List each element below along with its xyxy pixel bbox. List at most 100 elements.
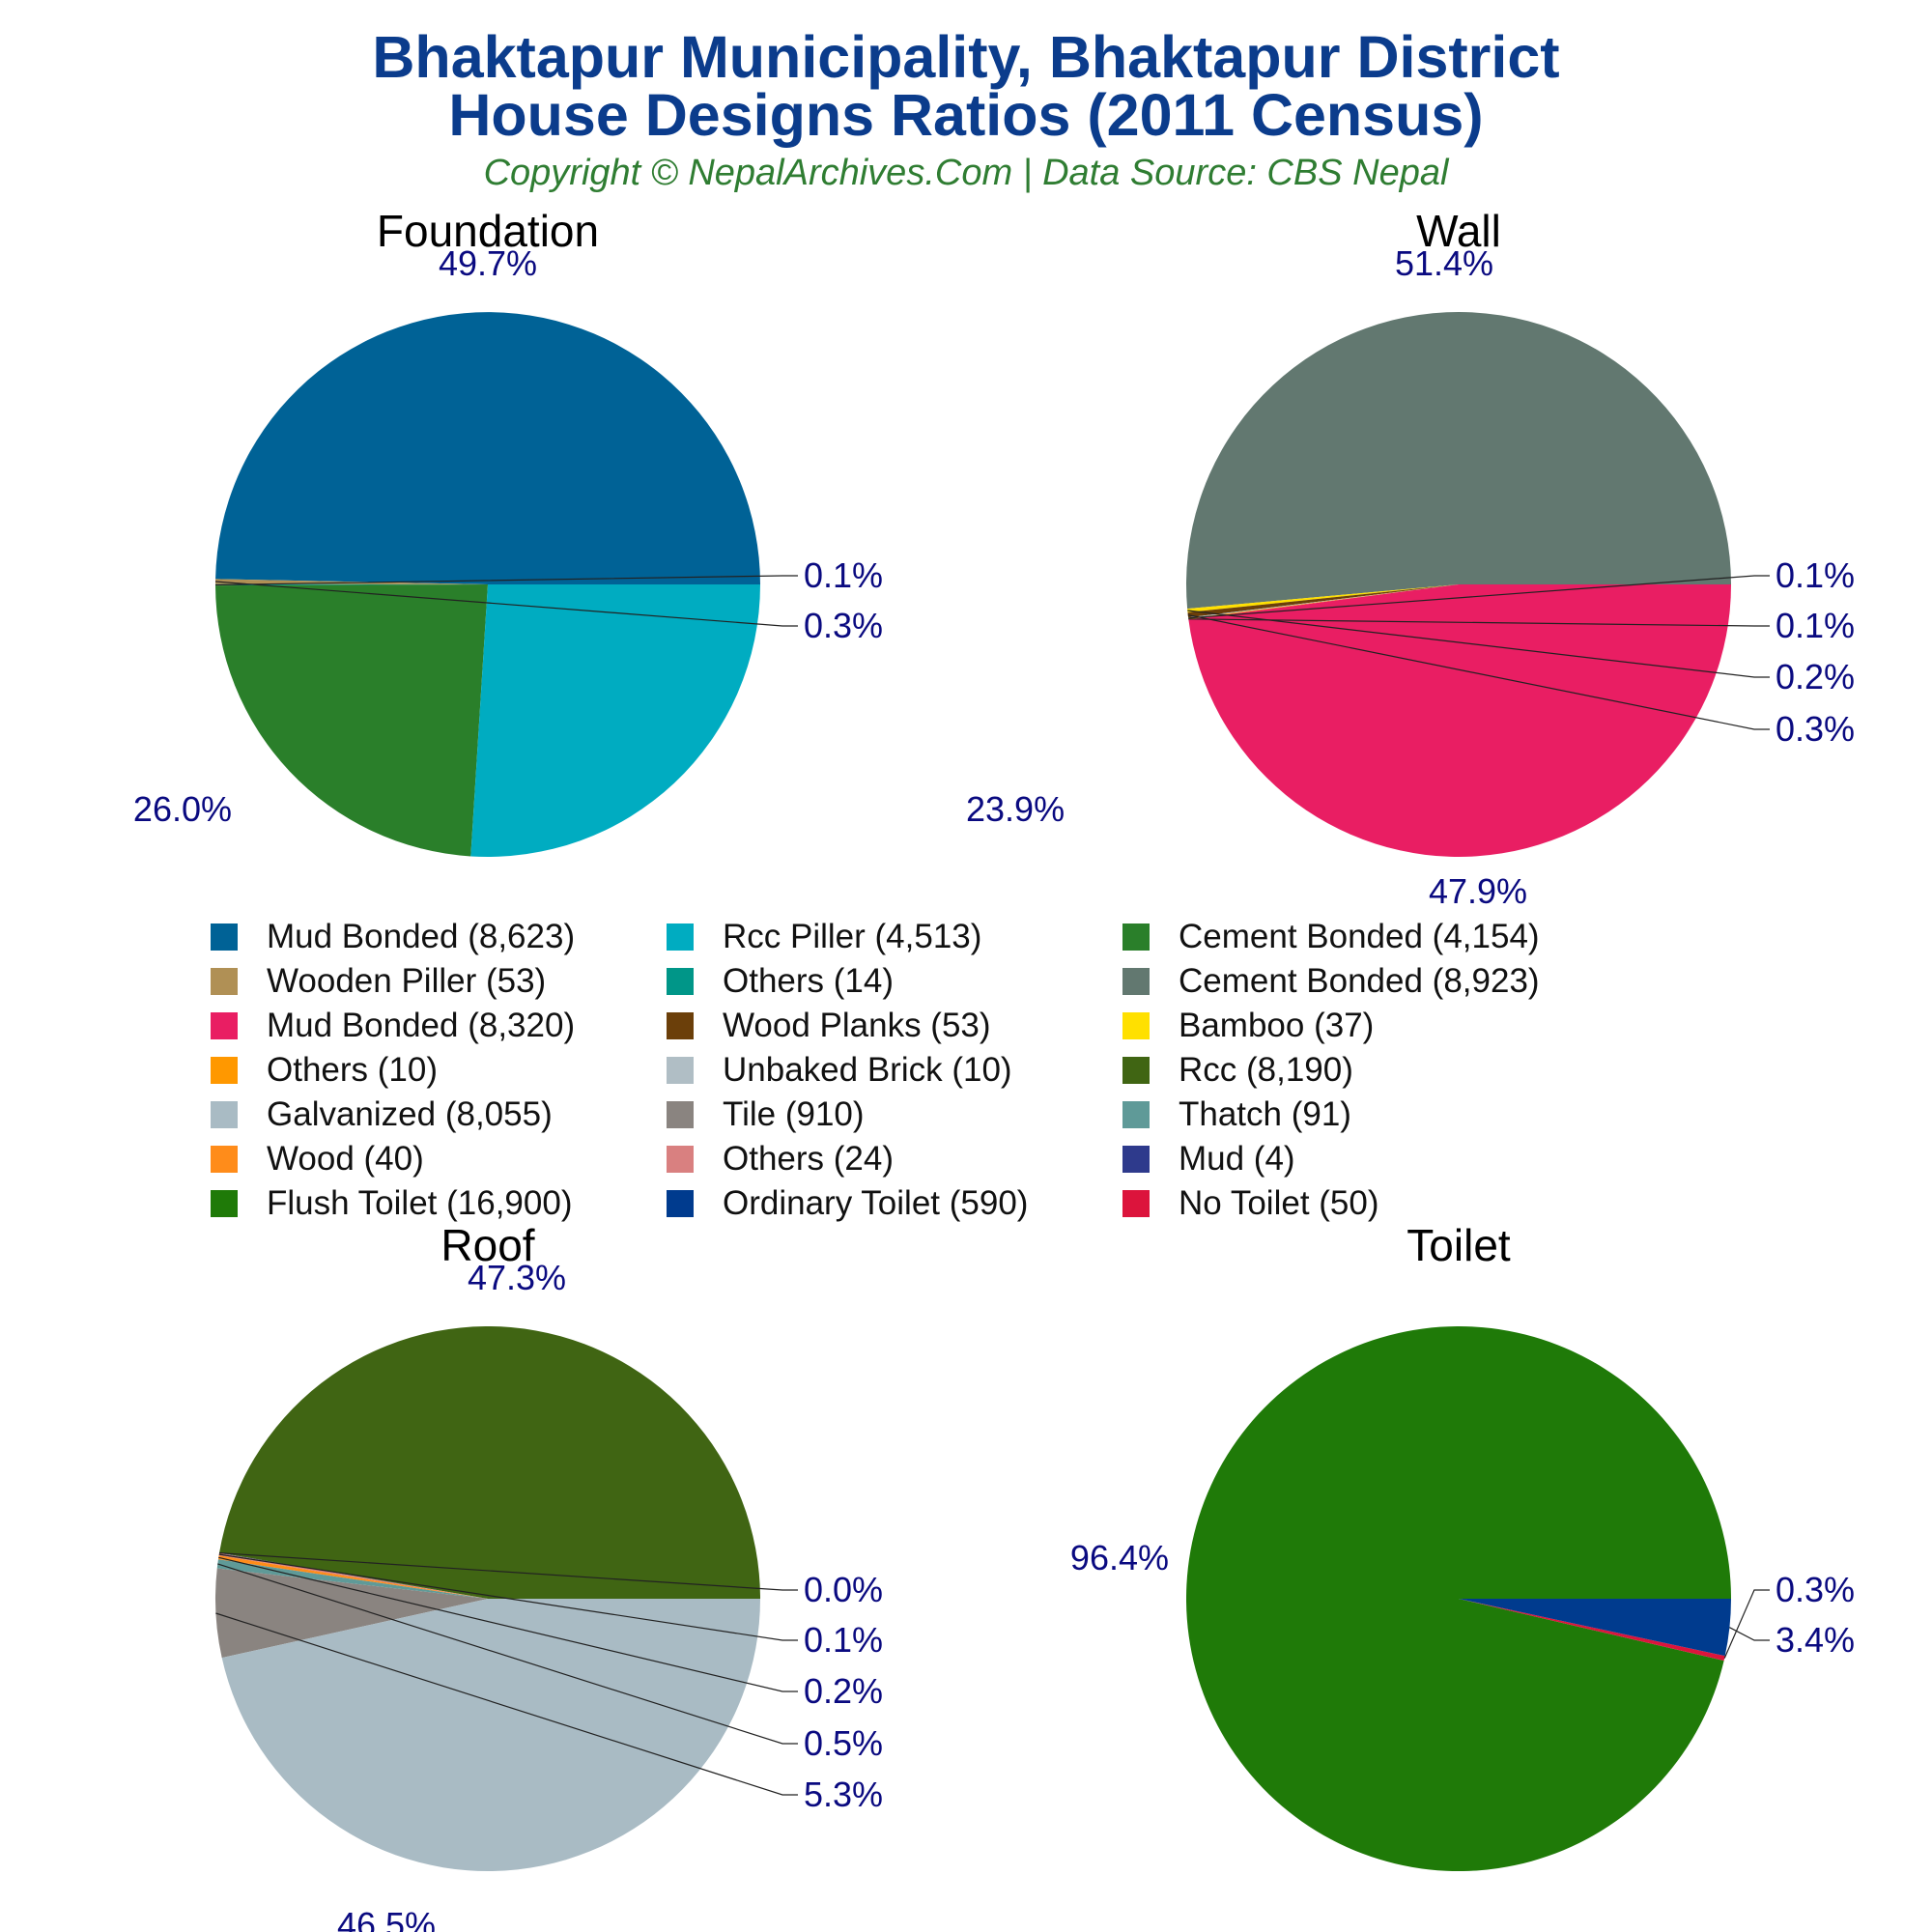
legend-label: Galvanized (8,055) [267, 1095, 553, 1133]
legend-item: Flush Toilet (16,900) [211, 1184, 572, 1223]
legend-label: Others (24) [723, 1140, 894, 1178]
slice-percent-label: 23.9% [966, 789, 1065, 829]
legend-item: Wooden Piller (53) [211, 962, 546, 1001]
slice-percent-label: 0.1% [804, 1620, 883, 1660]
pie-slice [1188, 584, 1459, 620]
slice-percent-label: 49.7% [439, 243, 537, 283]
legend-swatch [1122, 1057, 1150, 1084]
pie-slice [215, 584, 488, 857]
legend-swatch [667, 1146, 694, 1173]
leader-line [218, 1552, 798, 1591]
legend-swatch [667, 968, 694, 995]
leader-line [218, 1553, 798, 1641]
legend-item: Galvanized (8,055) [211, 1095, 553, 1134]
slice-percent-label: 0.5% [804, 1723, 883, 1763]
legend-item: No Toilet (50) [1122, 1184, 1379, 1223]
chart-subtitle: Copyright © NepalArchives.Com | Data Sou… [483, 153, 1449, 193]
leader-line [1187, 610, 1770, 678]
pie-slice [216, 1559, 488, 1599]
slice-percent-label: 0.1% [1776, 606, 1855, 645]
legend-item: Mud Bonded (8,320) [211, 1007, 575, 1045]
legend-swatch [667, 1190, 694, 1217]
pie-slice [215, 312, 760, 584]
slice-percent-label: 0.1% [1776, 555, 1855, 595]
legend-label: Unbaked Brick (10) [723, 1051, 1012, 1089]
legend-label: Flush Toilet (16,900) [267, 1184, 573, 1222]
slice-percent-label: 51.4% [1395, 243, 1493, 283]
pie-foundation: 49.7% 23.9% 26.0% 0.1% 0.3% Foundation [133, 206, 1065, 857]
pie-toilet: 96.4% 0.3% 3.4% Toilet [1070, 1220, 1855, 1871]
slice-percent-label: 0.2% [1776, 657, 1855, 696]
legend-swatch [211, 923, 238, 951]
legend-label: Cement Bonded (4,154) [1179, 918, 1540, 955]
legend-swatch [1122, 1190, 1150, 1217]
legend-item: Others (14) [667, 962, 894, 1001]
pie-slice [221, 1599, 760, 1872]
pie-title: Roof [440, 1220, 534, 1270]
pie-slice [215, 579, 488, 584]
legend-item: Rcc Piller (4,513) [667, 918, 981, 956]
pie-slice [1459, 1599, 1725, 1662]
slice-percent-label: 0.1% [804, 555, 883, 595]
legend-label: Wooden Piller (53) [267, 962, 547, 1000]
legend-label: Cement Bonded (8,923) [1179, 962, 1540, 1000]
legend-swatch [211, 968, 238, 995]
slice-percent-label: 47.9% [1429, 871, 1527, 911]
leader-line [218, 1556, 798, 1692]
slice-percent-label: 0.3% [1776, 709, 1855, 749]
legend-label: Ordinary Toilet (590) [723, 1184, 1029, 1222]
leader-line [1729, 1627, 1770, 1641]
pie-wall: 51.4% 47.9% 0.1% 0.1% 0.2% 0.3% Wall [1185, 206, 1855, 911]
legend-item: Others (24) [667, 1140, 894, 1179]
pie-slice [219, 1326, 761, 1599]
legend-swatch [667, 1012, 694, 1039]
legend-label: Wood Planks (53) [723, 1007, 991, 1044]
legend-item: Wood Planks (53) [667, 1007, 991, 1045]
legend-swatch [1122, 923, 1150, 951]
legend-label: No Toilet (50) [1179, 1184, 1379, 1222]
leader-line [214, 581, 798, 627]
legend-label: Tile (910) [723, 1095, 865, 1133]
leader-line [1188, 618, 1770, 627]
leader-line [1723, 1589, 1770, 1659]
pie-slice [1188, 584, 1459, 619]
pie-slice [1185, 312, 1731, 610]
slice-percent-label: 0.3% [1776, 1570, 1855, 1609]
legend-swatch [211, 1146, 238, 1173]
slice-percent-label: 0.3% [804, 606, 883, 645]
pie-slice [217, 1555, 488, 1599]
legend-label: Mud Bonded (8,623) [267, 918, 576, 955]
legend-item: Wood (40) [211, 1140, 424, 1179]
pie-slice [1187, 584, 1459, 618]
leader-line [215, 1612, 798, 1796]
pie-roof: 47.3% 46.5% 0.0% 0.1% 0.2% 0.5% 5.3% Roof [214, 1220, 883, 1932]
pie-slice [1187, 584, 1459, 612]
legend-item: Cement Bonded (8,923) [1122, 962, 1540, 1001]
legend-swatch [1122, 1012, 1150, 1039]
pie-title: Toilet [1406, 1220, 1511, 1270]
legend-item: Mud (4) [1122, 1140, 1295, 1179]
legend-label: Mud (4) [1179, 1140, 1295, 1178]
legend-item: Mud Bonded (8,623) [211, 918, 575, 956]
slice-percent-label: 5.3% [804, 1775, 883, 1814]
leader-line [1187, 614, 1770, 730]
leader-line [217, 1563, 798, 1745]
legend-label: Mud Bonded (8,320) [267, 1007, 576, 1044]
leader-line [214, 575, 798, 586]
legend-item: Thatch (91) [1122, 1095, 1351, 1134]
legend-item: Unbaked Brick (10) [667, 1051, 1012, 1090]
pie-slice [214, 583, 488, 586]
legend-label: Others (10) [267, 1051, 438, 1089]
legend-swatch [1122, 1146, 1150, 1173]
slice-percent-label: 47.3% [468, 1258, 566, 1297]
legend-swatch [1122, 968, 1150, 995]
legend-swatch [1122, 1101, 1150, 1128]
slice-percent-label: 0.2% [804, 1671, 883, 1711]
legend-label: Thatch (91) [1179, 1095, 1351, 1133]
pie-slice [470, 584, 760, 857]
legend-label: Others (14) [723, 962, 894, 1000]
legend-label: Rcc (8,190) [1179, 1051, 1353, 1089]
pie-slice [1459, 1599, 1732, 1657]
legend-label: Rcc Piller (4,513) [723, 918, 982, 955]
